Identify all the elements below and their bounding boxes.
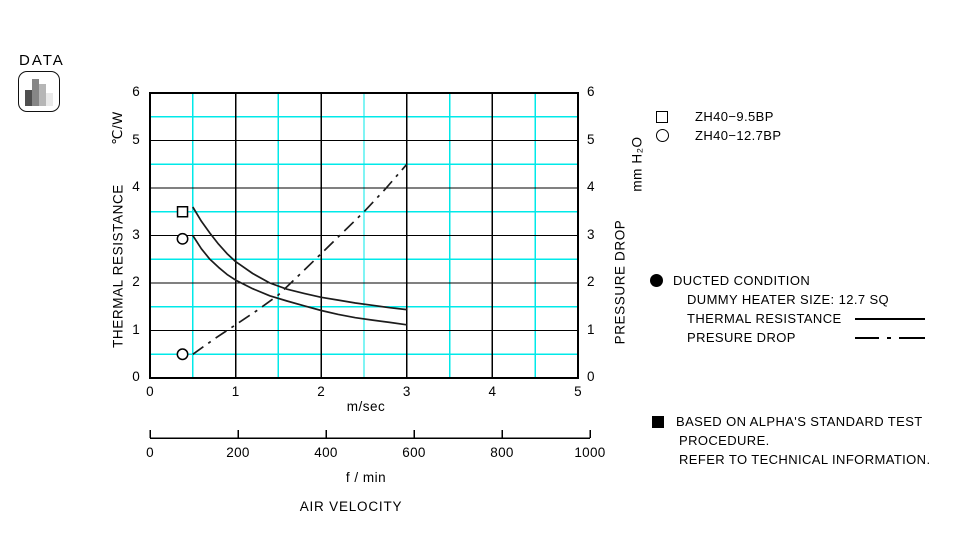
solid-line-swatch	[855, 317, 925, 320]
x-tick-label: 1	[231, 384, 240, 399]
filled-square-bullet-icon	[652, 415, 664, 428]
legend-item-label: ZH40−9.5BP	[695, 109, 774, 124]
x-secondary-tick-label: 400	[314, 445, 338, 460]
y-left-tick-label: 1	[132, 321, 140, 337]
y-right-tick-label: 1	[587, 321, 595, 337]
x-tick-label: 0	[146, 384, 154, 399]
legend-item: ZH40−12.7BP	[656, 126, 781, 145]
legend-item: ZH40−9.5BP	[656, 107, 781, 126]
y-left-tick-label: 3	[132, 226, 140, 242]
footnote-line2: PROCEDURE.	[679, 433, 770, 448]
filled-circle-bullet-icon	[650, 274, 663, 287]
conditions-line-key: PRESURE DROP	[650, 328, 950, 347]
y-right-tick-label: 6	[587, 84, 595, 99]
y-right-tick-label: 3	[587, 226, 595, 242]
x-secondary-tick-label: 0	[146, 445, 154, 460]
y-left-tick-label: 6	[132, 84, 140, 99]
y-left-tick-label: 2	[132, 274, 140, 289]
x-axis-title: AIR VELOCITY	[299, 499, 403, 514]
x-secondary-tick-label: 800	[490, 445, 514, 460]
x-axis-unit-label: m/sec	[346, 399, 386, 414]
x-secondary-tick-label: 600	[402, 445, 426, 460]
y-right-tick-label: 0	[587, 369, 595, 384]
y-left-tick-label: 0	[132, 369, 140, 384]
y-right-unit-label: mm H₂O	[629, 136, 645, 192]
footnote-line3: REFER TO TECHNICAL INFORMATION.	[679, 452, 931, 467]
thermal-resistance-key-label: THERMAL RESISTANCE	[687, 311, 842, 326]
y-left-tick-label: 4	[132, 179, 140, 194]
x-tick-label: 3	[402, 384, 411, 399]
x-axis-secondary-unit-label: f / min	[345, 470, 387, 485]
legend-item-label: ZH40−12.7BP	[695, 128, 782, 143]
bar-chart-icon-bars	[25, 79, 53, 106]
dashdot-line-swatch	[855, 336, 925, 339]
x-tick-label: 2	[317, 384, 326, 399]
x-tick-label: 5	[574, 384, 582, 399]
pressure-drop-key-label: PRESURE DROP	[687, 330, 796, 345]
conditions-line-key: THERMAL RESISTANCE	[650, 309, 950, 328]
footnote-block: BASED ON ALPHA'S STANDARD TEST PROCEDURE…	[652, 412, 962, 469]
square-outline-icon	[656, 110, 670, 123]
x-secondary-tick-label: 200	[226, 445, 250, 460]
x-secondary-tick-label: 1000	[574, 445, 606, 460]
y-right-tick-label: 5	[587, 131, 595, 147]
conditions-heater-size: DUMMY HEATER SIZE: 12.7 SQ	[687, 292, 890, 307]
test-conditions-block: DUCTED CONDITION DUMMY HEATER SIZE: 12.7…	[650, 271, 950, 347]
data-badge-label: DATA	[19, 52, 65, 69]
bar-chart-icon	[18, 71, 60, 112]
conditions-title: DUCTED CONDITION	[673, 273, 811, 288]
x-tick-label: 4	[488, 384, 497, 399]
y-right-tick-label: 4	[587, 179, 595, 194]
y-right-tick-label: 2	[587, 274, 595, 289]
series-legend: ZH40−9.5BP ZH40−12.7BP	[656, 107, 781, 145]
footnote-line1: BASED ON ALPHA'S STANDARD TEST	[676, 414, 923, 429]
circle-outline-icon	[656, 129, 670, 142]
y-left-tick-label: 5	[132, 131, 140, 147]
